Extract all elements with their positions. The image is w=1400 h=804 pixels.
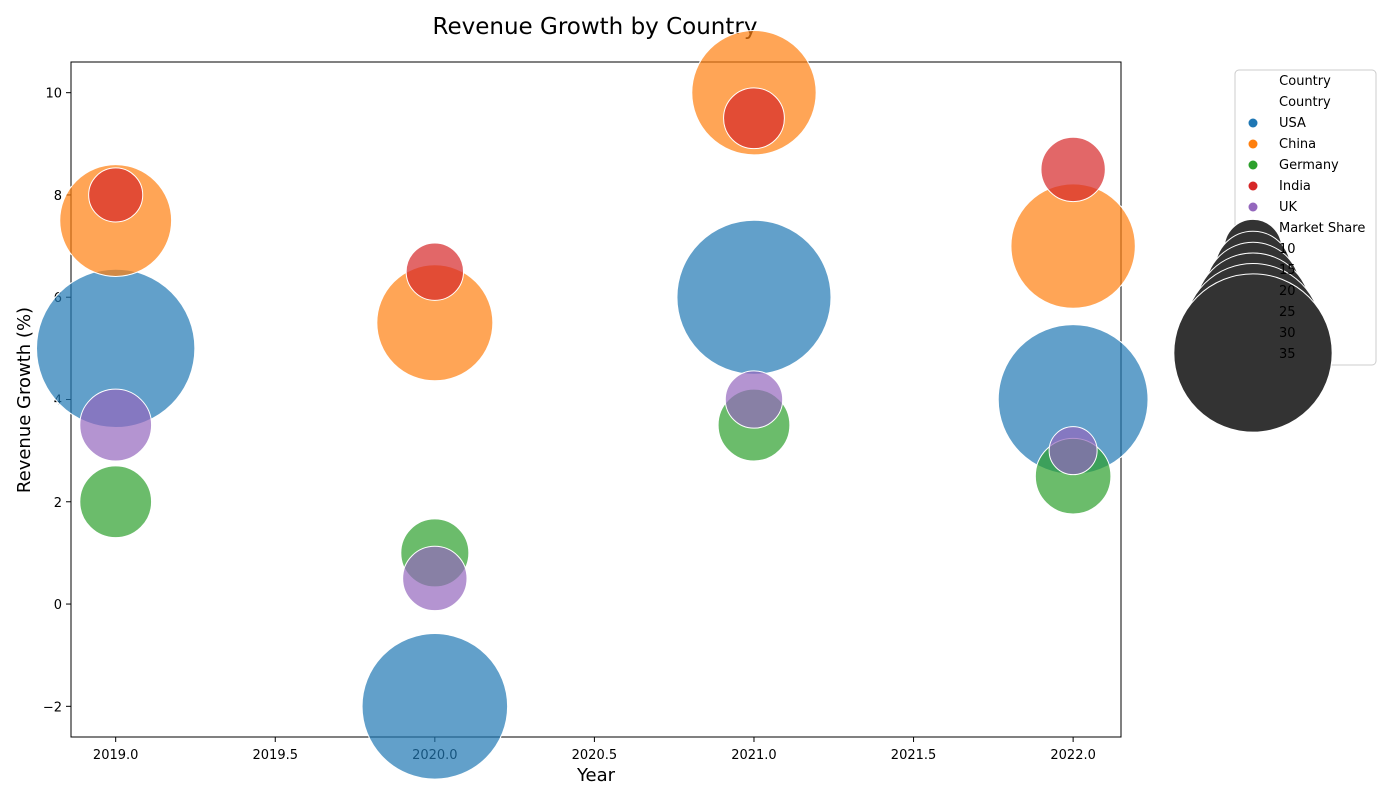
legend: Country Country USA China Germany India UK M… — [1173, 69, 1377, 433]
point-germany — [79, 465, 153, 539]
legend-size-entries: 10 15 20 25 30 35 — [1173, 218, 1333, 433]
x-tick-label: 2022.0 — [1050, 748, 1096, 763]
legend-size-marker — [1173, 273, 1333, 433]
legend-size-label: 35 — [1279, 347, 1296, 362]
point-usa — [676, 219, 832, 375]
legend-hue-entries: USA China Germany India UK — [1248, 116, 1339, 215]
x-tick-label: 2019.0 — [93, 748, 139, 763]
x-tick-label: 2019.5 — [253, 748, 299, 763]
y-axis-title: Revenue Growth (%) — [14, 307, 35, 493]
point-india — [1040, 136, 1106, 203]
legend-marker-uk — [1248, 202, 1258, 212]
legend-size-label: 30 — [1279, 326, 1296, 341]
x-tick-label: 2021.5 — [891, 748, 937, 763]
chart-title: Revenue Growth by Country — [433, 14, 758, 40]
legend-label-china: China — [1279, 137, 1316, 152]
point-china — [1010, 183, 1136, 309]
legend-size-label: 25 — [1279, 305, 1296, 320]
y-tick-label: 8 — [54, 189, 62, 204]
point-uk — [79, 388, 153, 462]
legend-marker-usa — [1248, 118, 1258, 128]
y-tick-label: 2 — [54, 496, 62, 511]
y-tick-label: 10 — [45, 87, 62, 102]
legend-marker-india — [1248, 181, 1258, 191]
legend-size-label: 20 — [1279, 284, 1296, 299]
legend-label-germany: Germany — [1279, 158, 1339, 173]
point-uk — [724, 370, 784, 429]
legend-label-uk: UK — [1279, 200, 1298, 215]
legend-size-label: 15 — [1279, 263, 1296, 278]
point-india — [405, 242, 465, 301]
legend-marker-china — [1248, 139, 1258, 149]
legend-size-heading: Market Share — [1279, 221, 1365, 236]
legend-hue-heading: Country — [1279, 95, 1331, 110]
legend-label-india: India — [1279, 179, 1311, 194]
legend-size-label: 10 — [1279, 242, 1296, 257]
point-india — [723, 87, 785, 150]
data-points — [36, 29, 1149, 780]
legend-marker-germany — [1248, 160, 1258, 170]
y-tick-label: −2 — [43, 700, 62, 715]
point-india — [88, 167, 144, 223]
point-usa — [361, 633, 509, 780]
y-tick-label: 0 — [54, 598, 62, 613]
x-tick-label: 2021.0 — [731, 748, 777, 763]
plot-area — [70, 61, 1122, 738]
x-tick-label: 2020.5 — [572, 748, 618, 763]
legend-label-usa: USA — [1279, 116, 1306, 131]
x-axis-title: Year — [576, 765, 616, 786]
point-uk — [402, 545, 468, 612]
x-axis: 2019.02019.52020.02020.52021.02021.52022… — [93, 737, 1096, 763]
point-uk — [1048, 426, 1098, 476]
legend-title: Country — [1279, 74, 1331, 89]
